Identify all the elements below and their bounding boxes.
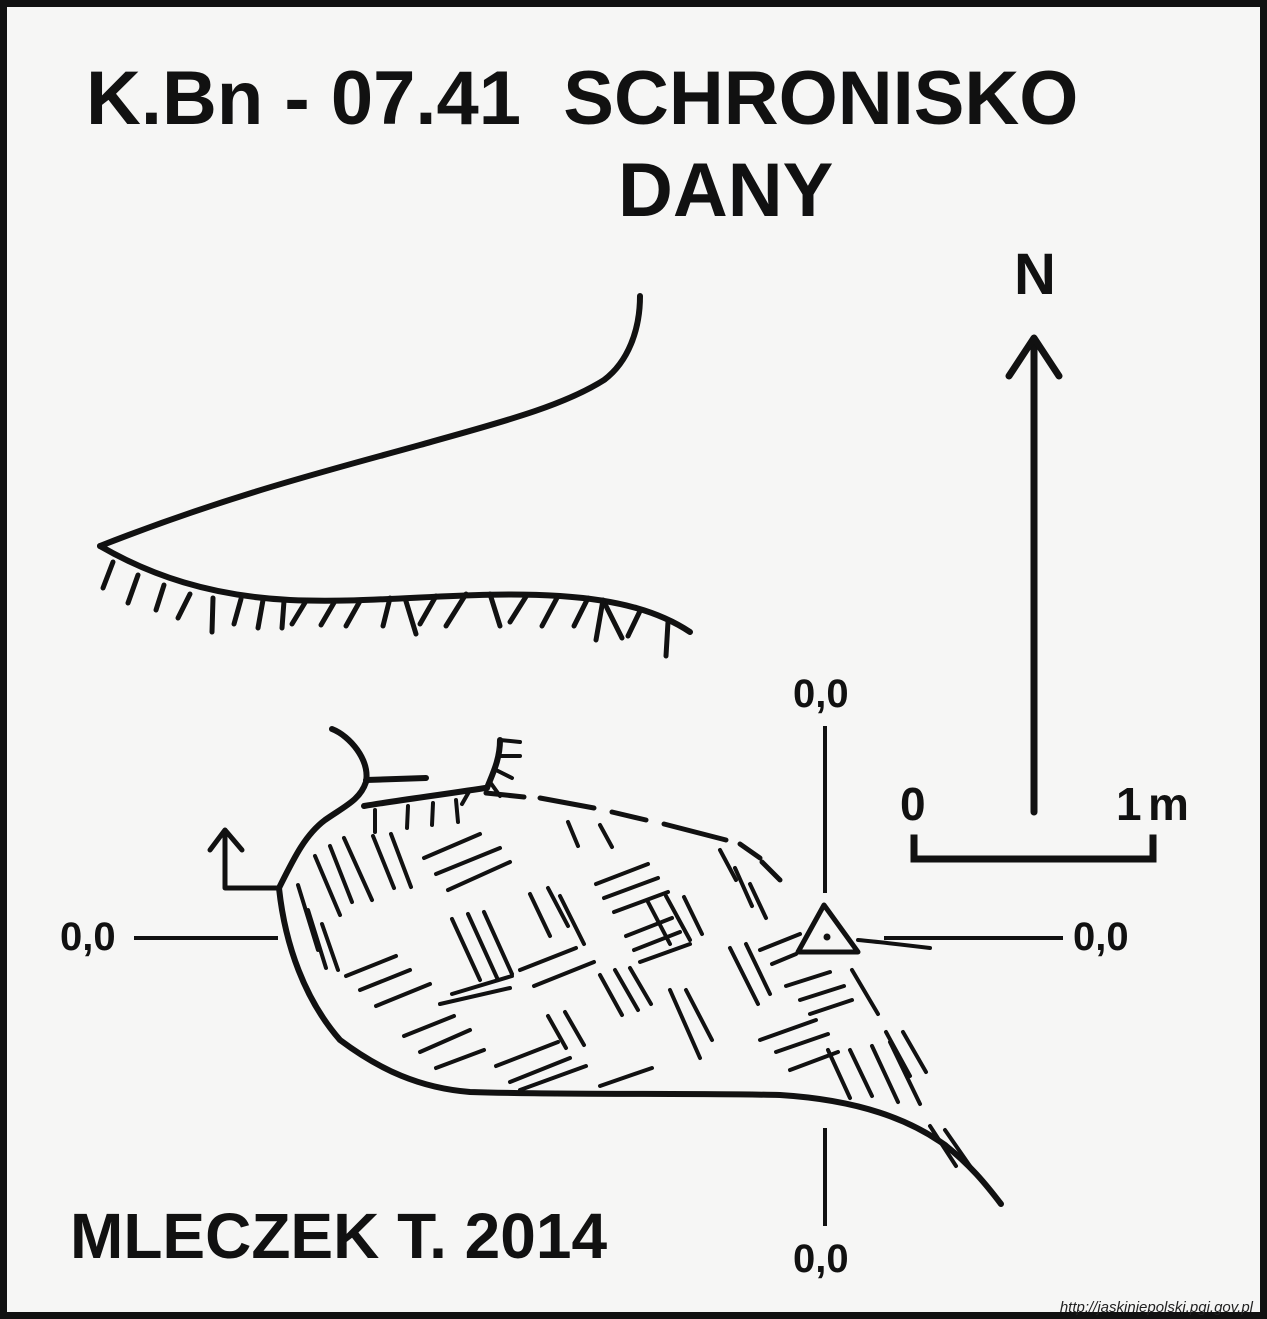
datum-label-top: 0,0: [793, 672, 849, 716]
cave-plan-outline: [276, 726, 1004, 1207]
datum-label-left: 0,0: [60, 915, 116, 959]
scale-bar: [910, 834, 1157, 863]
author-credit: MLECZEK T. 2014: [70, 1200, 607, 1272]
datum-label-bottom: 0,0: [793, 1237, 849, 1281]
north-label: N: [1014, 242, 1056, 307]
plan-dripline-dashed: [483, 790, 783, 883]
scale-one-label: 1: [1116, 778, 1142, 830]
scale-zero-label: 0: [900, 778, 926, 830]
north-arrow-icon: [1005, 334, 1063, 816]
title-line-2: DANY: [618, 148, 833, 233]
datum-label-right: 0,0: [1073, 915, 1129, 959]
cave-profile-outline: [97, 293, 693, 635]
source-url-link[interactable]: http://jaskiniepolski.pgi.gov.pl: [1060, 1299, 1254, 1316]
scale-unit-label: m: [1148, 778, 1189, 830]
survey-point-triangle-icon: [795, 902, 932, 955]
title-line-1: K.Bn - 07.41 SCHRONISKO: [86, 56, 1078, 141]
plan-roof-ticks: [373, 798, 460, 834]
profile-hatching: [100, 559, 671, 659]
entrance-arrow-icon: [207, 827, 282, 891]
datum-cross: [134, 726, 1063, 1226]
plan-branch-fringes: [460, 738, 522, 806]
plan-interior-hatching: [296, 820, 972, 1168]
